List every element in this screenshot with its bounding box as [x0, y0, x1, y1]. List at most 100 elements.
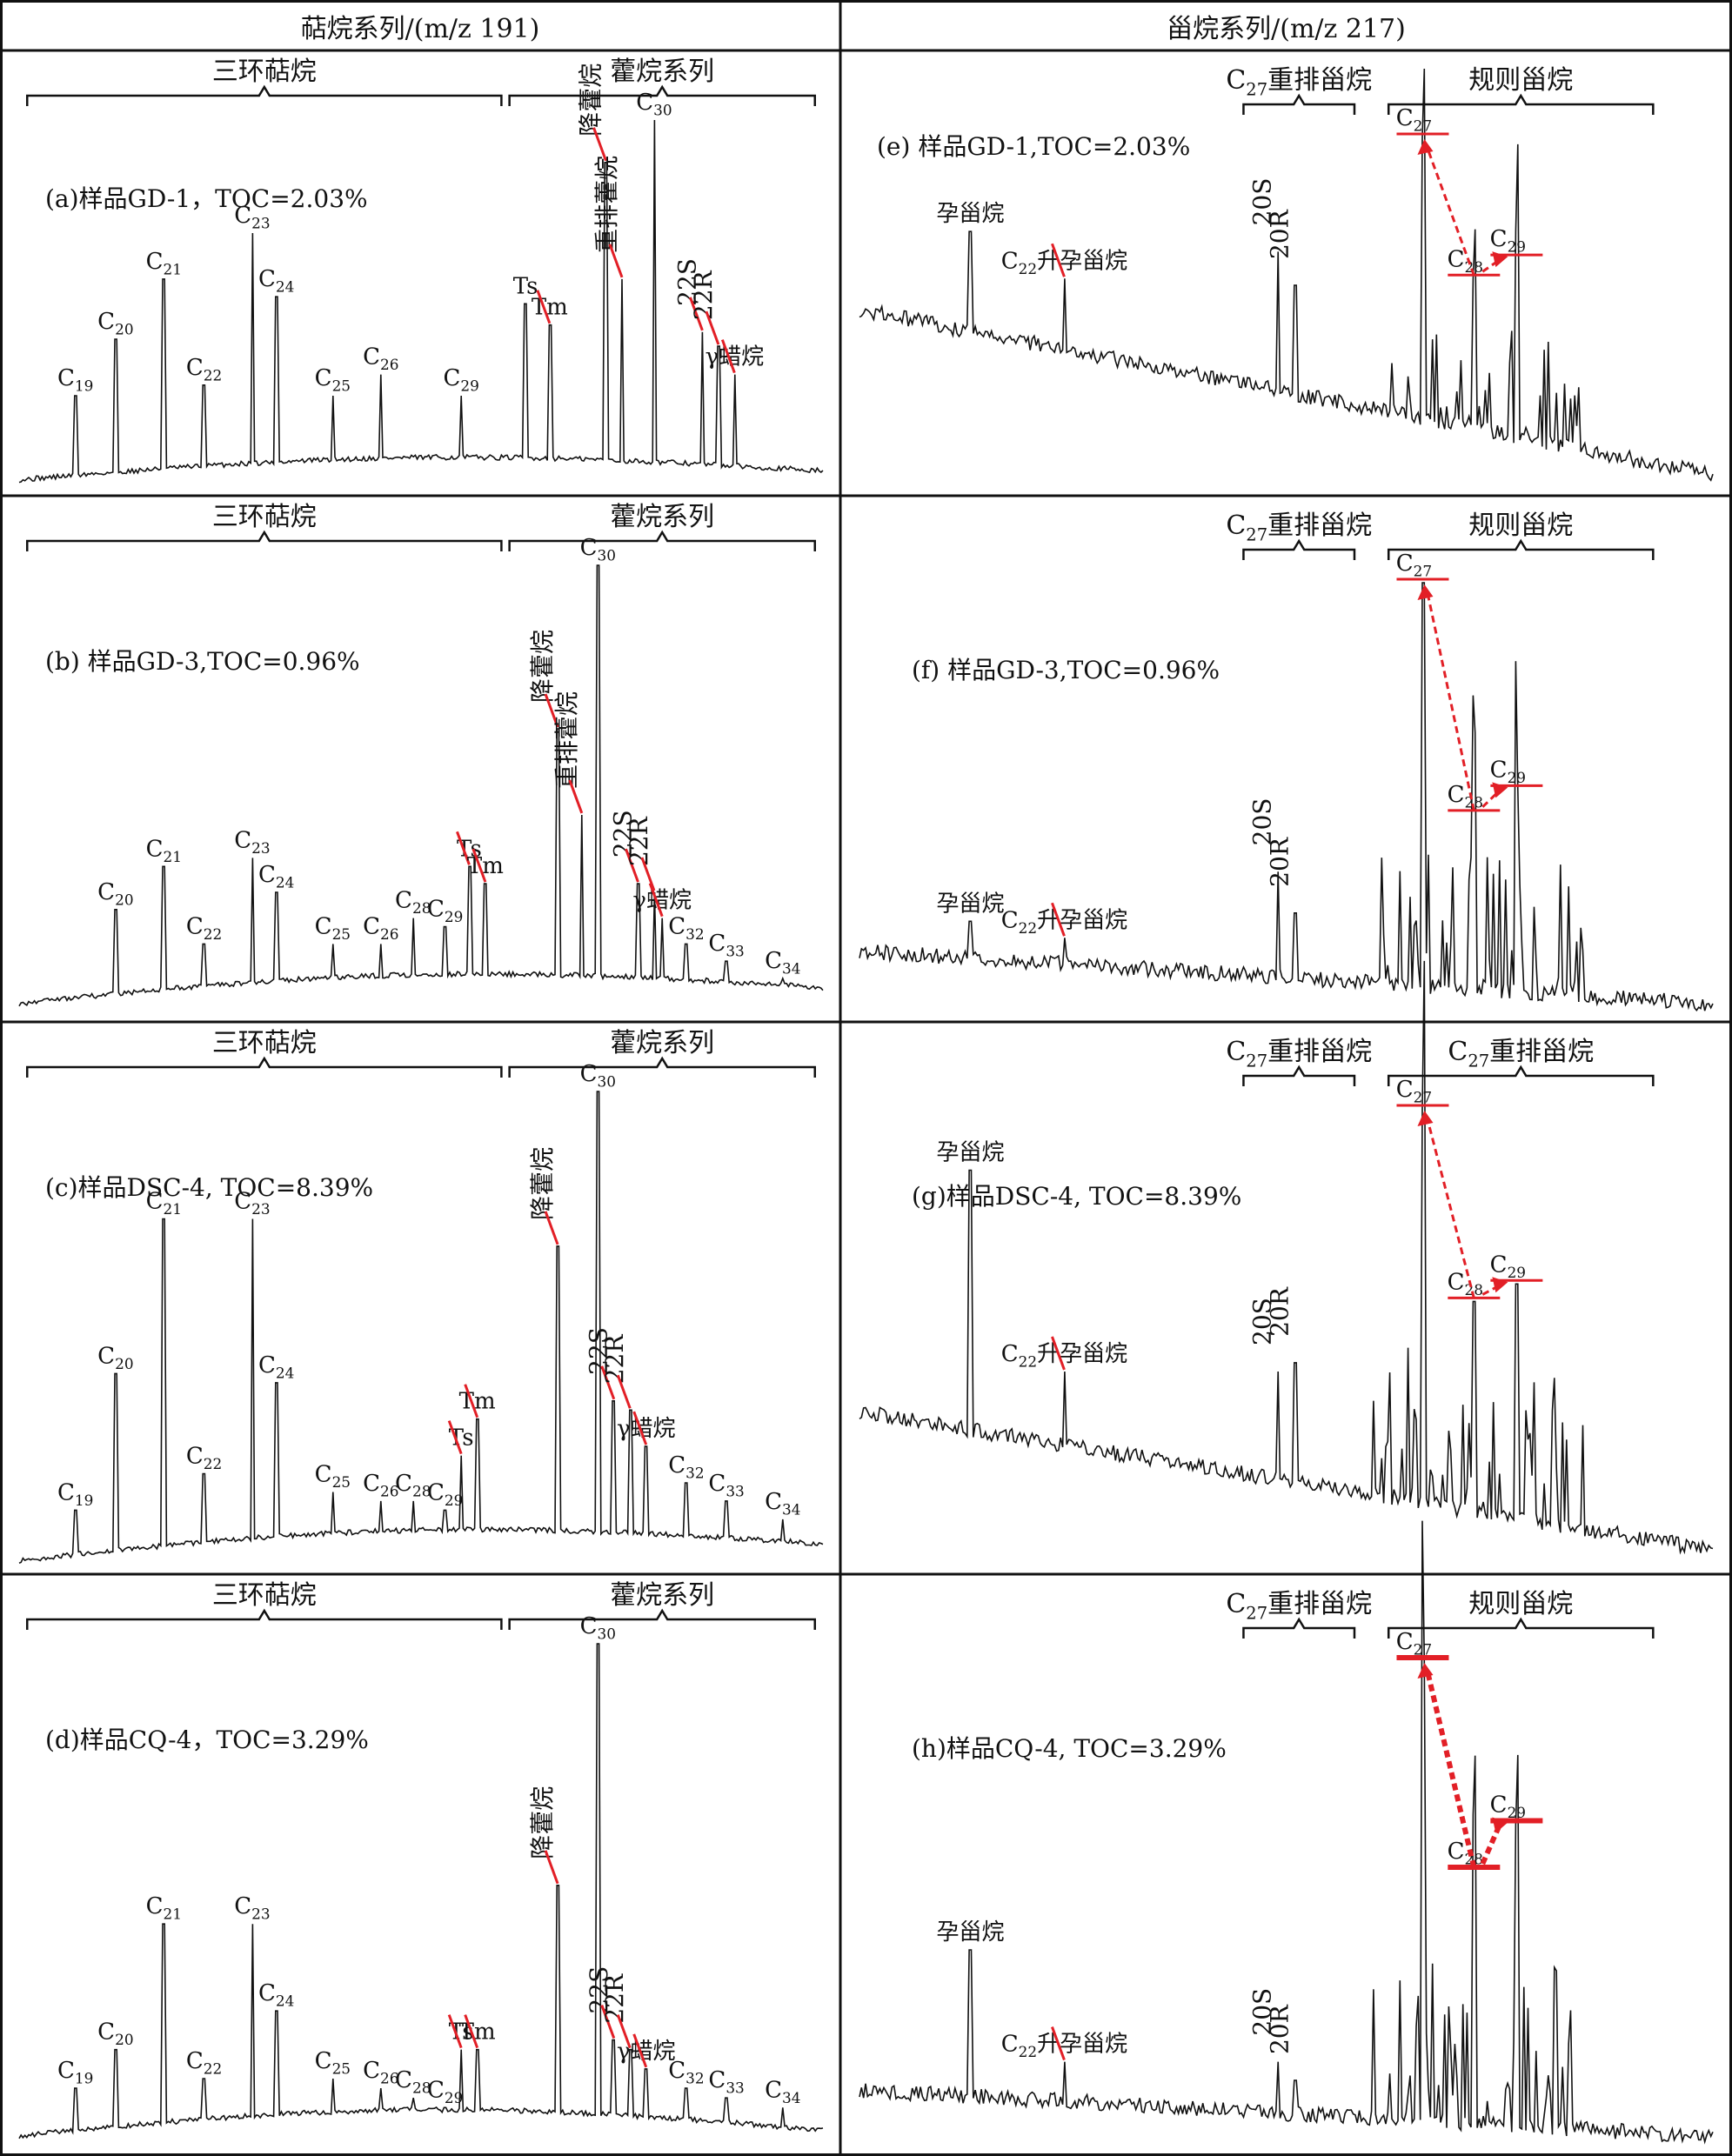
- peak-label-c20: C20: [97, 2019, 133, 2049]
- panel-e: C27重排甾烷 规则甾烷 (e) 样品GD-1,TOC=2.03% 孕甾烷 C22升孕甾…: [859, 65, 1714, 482]
- group-label-1: C27重排甾烷: [1226, 1589, 1372, 1624]
- peak-label-20s: 20S: [1248, 798, 1277, 846]
- group-bracket-2: [1387, 93, 1655, 115]
- leader-peak-label-homopregnane: [1051, 1336, 1066, 1371]
- peak-label-c28: C28: [1448, 246, 1483, 276]
- leader-peak-label-ts: [456, 831, 471, 865]
- group-label-1: 三环萜烷: [212, 1580, 317, 1611]
- peak-label-pregnane: 孕甾烷: [937, 1919, 1005, 1946]
- panel-title: (c)样品DSC-4, TOC=8.39%: [45, 1173, 373, 1202]
- group-label-2: 规则甾烷: [1468, 65, 1573, 96]
- peak-label-c33: C33: [708, 2067, 744, 2097]
- leader-peak-label-gammacerane: [632, 2033, 648, 2068]
- peak-label-22r: 22R: [600, 1973, 629, 2024]
- peak-label-c30: C30: [580, 535, 616, 564]
- group-bracket-1: [1242, 538, 1356, 560]
- peak-label-c19: C19: [57, 1479, 93, 1509]
- peak-label-c34: C34: [765, 1489, 800, 1519]
- peak-label-c33: C33: [708, 931, 744, 960]
- leader-peak-label-tm: [471, 848, 487, 883]
- group-label-2: 藿烷系列: [610, 1580, 714, 1611]
- group-label-2: C27重排甾烷: [1448, 1037, 1594, 1071]
- panel-f: C27重排甾烷 规则甾烷 (f) 样品GD-3,TOC=0.96% 孕甾烷C22升孕甾…: [859, 511, 1714, 1012]
- peak-label-22r: 22R: [600, 1334, 629, 1385]
- group-bracket-2: [1387, 1617, 1655, 1639]
- peak-label-c19: C19: [57, 365, 93, 395]
- peak-label-c20: C20: [97, 1343, 133, 1372]
- peak-label-pregnane: 孕甾烷: [937, 201, 1005, 227]
- leader-peak-label-gammacerane: [632, 1411, 648, 1445]
- peak-label-homopregnane: C22升孕甾烷: [1001, 248, 1127, 277]
- peak-label-c29: C29: [1490, 1252, 1526, 1281]
- leader-peak-label-norhopane: [592, 127, 607, 162]
- leader-peak-label-diahopane: [568, 779, 584, 814]
- peak-label-norhopane: 降藿烷: [528, 1147, 557, 1220]
- peak-label-c23: C23: [234, 1893, 270, 1923]
- peak-label-diahopane: 重排藿烷: [592, 156, 621, 253]
- leader-peak-label-22s: [688, 297, 704, 331]
- leader-peak-label-22r: [616, 1374, 632, 1409]
- group-bracket-1: [25, 84, 503, 106]
- peak-label-c21: C21: [146, 1189, 182, 1218]
- peak-label-c21: C21: [146, 1893, 182, 1923]
- peak-label-c32: C32: [668, 2058, 704, 2087]
- peak-label-c26: C26: [363, 1471, 398, 1500]
- arrow-head-c29: [1492, 1817, 1508, 1833]
- arrow-head-c27: [1417, 1111, 1434, 1126]
- trace-line: [18, 564, 824, 1007]
- leader-peak-label-tm: [536, 290, 552, 324]
- panel-title: (d)样品CQ-4，TOC=3.29%: [45, 1725, 369, 1754]
- group-label-2: 藿烷系列: [610, 502, 714, 532]
- peak-label-c29: C29: [1490, 1792, 1526, 1821]
- peak-label-gammacerane: γ蜡烷: [632, 888, 692, 914]
- group-label-2: 规则甾烷: [1468, 511, 1573, 541]
- peak-label-c28: C28: [1448, 1839, 1483, 1868]
- peak-label-c26: C26: [363, 344, 398, 374]
- group-bracket-1: [1242, 1617, 1356, 1639]
- leader-peak-label-norhopane: [544, 1850, 559, 1885]
- group-bracket-1: [25, 530, 503, 551]
- trace-line: [859, 1520, 1714, 2145]
- panel-g: C27重排甾烷 C27重排甾烷 (g)样品DSC-4, TOC=8.39% 孕甾烷 C2…: [859, 960, 1714, 1555]
- peak-label-norhopane: 降藿烷: [577, 63, 605, 137]
- panel-title: (e) 样品GD-1,TOC=2.03%: [877, 132, 1190, 161]
- group-label-1: 三环萜烷: [212, 57, 317, 87]
- panel-title: (a)样品GD-1，TOC=2.03%: [45, 184, 368, 213]
- arrow-c28-c27: [1427, 1120, 1475, 1298]
- arrow-head-c27: [1417, 1663, 1434, 1679]
- peak-label-c32: C32: [668, 913, 704, 943]
- peak-label-c26: C26: [363, 913, 398, 943]
- peak-label-c23: C23: [234, 1189, 270, 1218]
- peak-label-c29: C29: [1490, 757, 1526, 786]
- panel-h: C27重排甾烷 规则甾烷 (h)样品CQ-4, TOC=3.29% 孕甾烷 C22升孕甾…: [859, 1520, 1714, 2145]
- leader-peak-label-22s: [600, 1365, 616, 1400]
- peak-label-c20: C20: [97, 879, 133, 909]
- peak-label-22s: 22S: [672, 258, 701, 306]
- group-label-2: 藿烷系列: [610, 1028, 714, 1058]
- peak-label-20r: 20R: [1265, 837, 1294, 887]
- leader-peak-label-homopregnane: [1051, 2026, 1066, 2061]
- peak-label-norhopane: 降藿烷: [528, 1786, 557, 1859]
- leader-peak-label-diahopane: [608, 244, 624, 278]
- peak-label-tm: Tm: [459, 2019, 496, 2046]
- peak-label-gammacerane: γ蜡烷: [617, 2039, 676, 2065]
- trace-line: [18, 119, 824, 484]
- arrow-head-c29: [1492, 1277, 1508, 1293]
- trace-line: [859, 68, 1714, 482]
- peak-label-c29: C29: [443, 365, 478, 395]
- peak-label-c25: C25: [315, 365, 351, 395]
- arrow-head-c29: [1492, 782, 1508, 798]
- peak-label-c28: C28: [395, 888, 431, 918]
- peak-label-c23: C23: [234, 203, 270, 232]
- leader-peak-label-22r: [616, 2014, 632, 2049]
- group-bracket-1: [1242, 1065, 1356, 1086]
- trace-line: [859, 582, 1714, 1012]
- leader-peak-label-ts: [447, 2014, 463, 2049]
- peak-label-c30: C30: [580, 1613, 616, 1643]
- peak-label-homopregnane: C22升孕甾烷: [1001, 1341, 1127, 1371]
- arrow-c28-c29: [1481, 790, 1501, 808]
- peak-label-20s: 20S: [1248, 1298, 1277, 1345]
- arrow-head-c27: [1417, 584, 1434, 600]
